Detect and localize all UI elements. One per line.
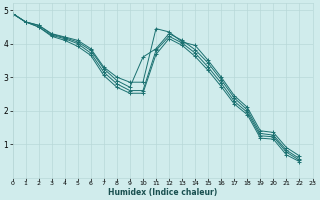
X-axis label: Humidex (Indice chaleur): Humidex (Indice chaleur) (108, 188, 217, 197)
